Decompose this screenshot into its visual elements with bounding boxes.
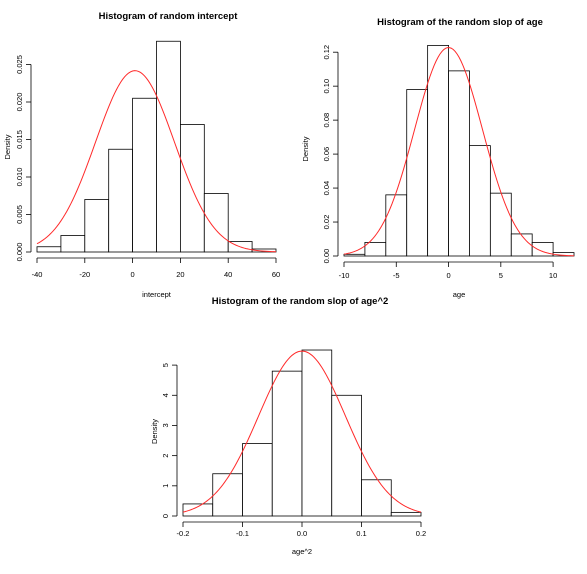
y-tick-label: 0.00 [322, 249, 331, 264]
x-tick-label: 0.2 [416, 529, 426, 538]
y-tick-label: 0.12 [322, 45, 331, 60]
x-tick-label: 40 [224, 270, 232, 279]
histogram-bar [108, 148, 133, 253]
y-tick-label: 0.015 [15, 130, 24, 149]
histogram-bar [301, 349, 333, 517]
chart-title: Histogram of the random slop of age [377, 17, 543, 28]
histogram-bar [212, 473, 243, 517]
y-tick-label: 5 [161, 363, 170, 367]
y-tick-label: 0.06 [322, 147, 331, 162]
chart-title: Histogram of random intercept [99, 11, 239, 22]
density-curve [182, 350, 422, 513]
y-axis-label: Density [301, 136, 310, 161]
histogram-bar [385, 194, 408, 257]
chart-panel-1: Histogram of random intercept -40 -20 0 20 40… [3, 11, 280, 299]
histogram-bar [84, 199, 110, 253]
x-tick-label: 5 [499, 271, 503, 280]
y-axis-label: Density [150, 419, 159, 444]
histogram-bar [427, 44, 449, 257]
y-tick-label: 0.005 [15, 205, 24, 224]
histogram-bar [331, 394, 362, 517]
density-curve [343, 47, 575, 257]
histogram-bar [242, 443, 273, 517]
x-tick-label: -0.1 [236, 529, 249, 538]
x-tick-label: 0.1 [356, 529, 366, 538]
histogram-bar [448, 70, 470, 257]
y-tick-label: 0.020 [15, 93, 24, 112]
y-tick-label: 4 [161, 393, 170, 397]
x-tick-label: -10 [339, 271, 350, 280]
histogram-bar [390, 511, 422, 517]
histogram-bar [406, 89, 429, 257]
histogram-bar [343, 253, 366, 257]
x-tick-label: 20 [176, 270, 184, 279]
histogram-bar [182, 503, 214, 517]
y-tick-label: 3 [161, 423, 170, 427]
x-tick-label: -0.2 [177, 529, 190, 538]
x-tick-label: -5 [393, 271, 400, 280]
x-tick-label: 60 [272, 270, 280, 279]
x-tick-label: 0.0 [297, 529, 307, 538]
y-tick-label: 0.025 [15, 55, 24, 74]
x-tick-label: 0 [446, 271, 450, 280]
histogram-bar [489, 192, 512, 257]
x-axis-label: age [453, 290, 466, 299]
density-curve [36, 70, 277, 253]
x-tick-label: 10 [549, 271, 557, 280]
y-tick-label: 0 [161, 514, 170, 518]
x-tick-label: 0 [131, 270, 135, 279]
histogram-bar [361, 479, 392, 517]
chart-panel-2: Histogram of the random slop of age -10 -5… [301, 17, 575, 299]
y-axis-label: Density [3, 134, 12, 159]
histogram-bar [364, 242, 387, 257]
y-tick-label: 0.10 [322, 79, 331, 94]
y-tick-label: 2 [161, 454, 170, 458]
histogram-bar [251, 248, 277, 253]
chart-panel-3: Histogram of the random slop of age^2 -0.… [150, 296, 426, 556]
x-axis-label: age^2 [292, 547, 312, 556]
x-tick-label: -40 [32, 270, 43, 279]
histogram-bar [156, 40, 181, 253]
histogram-bar [203, 193, 229, 253]
y-tick-label: 0.08 [322, 113, 331, 128]
histogram-bar [36, 246, 62, 253]
chart-title: Histogram of the random slop of age^2 [212, 296, 389, 307]
x-tick-label: -20 [79, 270, 90, 279]
histogram-bar [60, 235, 86, 253]
y-tick-label: 0.04 [322, 181, 331, 196]
y-tick-label: 1 [161, 484, 170, 488]
histogram-bar [510, 233, 533, 257]
y-tick-label: 0.000 [15, 243, 24, 262]
y-tick-label: 0.010 [15, 168, 24, 187]
y-tick-label: 0.02 [322, 215, 331, 230]
histogram-bar [271, 370, 303, 517]
histogram-bar [469, 145, 491, 257]
histogram-bar [132, 97, 157, 253]
x-axis-label: intercept [142, 290, 172, 299]
